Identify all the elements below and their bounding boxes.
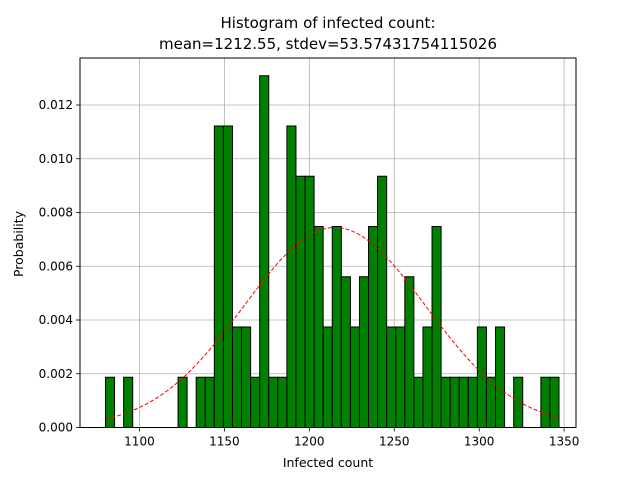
x-axis-ticks: 1100 1150 1200 1250 1300 1350 [124, 427, 580, 449]
histogram-bar [395, 326, 406, 428]
histogram-bar [413, 376, 424, 428]
x-tick-label: 1100 [124, 435, 155, 449]
histogram-bar [204, 376, 215, 428]
histogram-bar [440, 376, 451, 428]
y-tick-label: 0.008 [39, 206, 73, 220]
normal-distribution-curve [105, 226, 560, 420]
histogram-bar [513, 376, 524, 428]
plot-frame [79, 57, 577, 428]
histogram-bar [241, 326, 252, 428]
y-axis-label: Probability [11, 210, 26, 277]
histogram-bar [331, 225, 342, 428]
y-axis-ticks: 0.000 0.002 0.004 0.006 0.008 0.010 0.012 [39, 98, 80, 435]
y-tick-label: 0.002 [39, 367, 73, 381]
histogram-bar [304, 175, 315, 428]
histogram-bar [213, 125, 224, 428]
x-tick-label: 1350 [549, 435, 580, 449]
chart-title-line-2: mean=1212.55, stdev=53.57431754115026 [159, 35, 497, 53]
histogram-bar [313, 225, 324, 428]
histogram-bar [104, 376, 116, 428]
histogram-bar [431, 225, 442, 428]
histogram-bar [476, 326, 487, 428]
histogram-bar [404, 276, 415, 428]
histogram-bar [386, 326, 397, 428]
histogram-bar [449, 376, 460, 428]
histogram-bar [222, 125, 233, 428]
x-axis-label: Infected count [283, 455, 373, 470]
y-tick-label: 0.004 [39, 313, 73, 327]
histogram-bar [340, 276, 351, 428]
histogram-bar [195, 376, 206, 428]
histogram-bar [458, 376, 469, 428]
x-tick-label: 1300 [464, 435, 495, 449]
y-tick-label: 0.006 [39, 259, 73, 273]
x-tick-label: 1200 [294, 435, 325, 449]
histogram-bars [104, 75, 560, 429]
histogram-bar [549, 376, 560, 428]
histogram-bar [177, 376, 188, 428]
histogram-bar [322, 326, 333, 428]
y-tick-label: 0.000 [39, 421, 73, 435]
histogram-bar [495, 326, 506, 428]
histogram-bar [540, 376, 551, 428]
histogram-bar [259, 75, 270, 429]
histogram-bar [349, 326, 360, 428]
x-tick-label: 1150 [209, 435, 240, 449]
histogram-bar [295, 175, 306, 428]
normal-curve [105, 226, 560, 420]
histogram-bar [368, 225, 379, 428]
histogram-bar [377, 175, 388, 428]
histogram-bar [268, 376, 279, 428]
y-tick-label: 0.012 [39, 98, 73, 112]
histogram-bar [250, 376, 261, 428]
histogram-bar [286, 125, 297, 428]
chart-title-line-1: Histogram of infected count: [220, 14, 435, 32]
histogram-bar [358, 276, 370, 428]
histogram-bar [231, 326, 243, 428]
y-tick-label: 0.010 [39, 152, 73, 166]
histogram-bar [277, 376, 288, 428]
histogram-bar [422, 326, 433, 428]
histogram-bar [123, 376, 134, 428]
x-tick-label: 1250 [379, 435, 410, 449]
histogram-bar [467, 376, 478, 428]
